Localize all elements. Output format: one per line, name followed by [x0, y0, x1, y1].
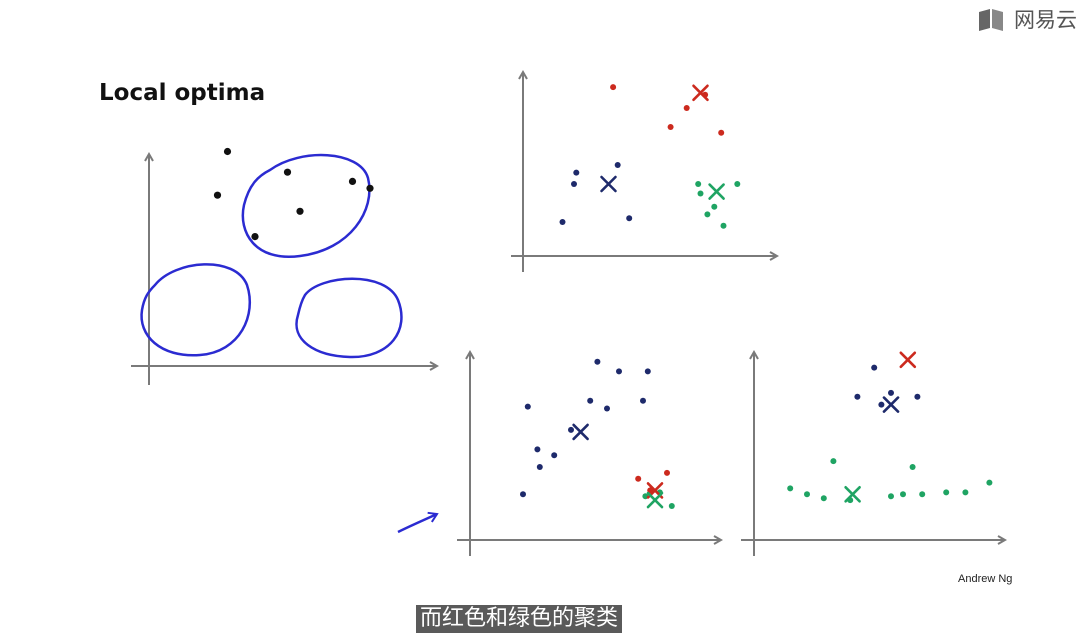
black-data-point	[251, 233, 259, 241]
green-centroid-marker	[708, 183, 725, 200]
black-data-point	[348, 177, 357, 185]
blue-data-point	[536, 464, 543, 470]
red-data-point	[635, 475, 642, 482]
plot-kmeans-result-good	[511, 72, 777, 272]
blue-centroid-marker	[882, 396, 900, 413]
blue-data-point	[871, 364, 878, 371]
green-data-point	[900, 491, 906, 498]
green-data-point	[695, 181, 702, 187]
watermark: 网易云	[976, 4, 1077, 34]
green-data-point	[697, 190, 704, 197]
arrow-annotation-icon	[397, 511, 439, 534]
green-data-point	[986, 479, 993, 486]
author-credit: Andrew Ng	[958, 573, 1013, 585]
green-data-point	[909, 464, 916, 470]
black-data-point	[213, 191, 222, 199]
green-data-point	[704, 211, 711, 218]
green-data-point	[919, 491, 926, 498]
blue-data-point	[640, 397, 646, 404]
green-centroid-marker	[646, 491, 664, 509]
watermark-logo-icon	[979, 9, 1003, 31]
plot-local-optima	[131, 147, 437, 385]
red-data-point	[610, 84, 617, 91]
slide-title: Local optima	[99, 80, 266, 106]
green-data-point	[820, 495, 827, 502]
red-data-point	[667, 124, 674, 130]
blue-centroid-marker	[572, 423, 589, 441]
blue-data-point	[573, 169, 580, 176]
green-data-point	[888, 493, 894, 500]
diagram-canvas	[131, 0, 1080, 556]
red-centroid-marker	[692, 84, 709, 102]
video-subtitle: 而红色和绿色的聚类	[416, 605, 623, 633]
blue-data-point	[559, 219, 566, 225]
green-data-point	[943, 489, 950, 496]
cluster-circle	[140, 263, 252, 357]
blue-data-point	[571, 181, 577, 187]
black-data-point	[223, 147, 232, 156]
watermark-text: 网易云	[1014, 8, 1077, 32]
blue-data-point	[614, 162, 621, 168]
green-data-point	[734, 181, 741, 187]
plot-kmeans-result-bad-1	[457, 352, 721, 556]
blue-data-point	[616, 368, 622, 375]
black-data-point	[283, 168, 292, 176]
green-data-point	[711, 203, 718, 210]
green-data-point	[962, 489, 969, 496]
red-centroid-marker	[899, 351, 917, 369]
black-data-point	[366, 184, 374, 192]
blue-data-point	[604, 405, 610, 412]
blue-data-point	[568, 426, 574, 433]
green-data-point	[830, 458, 837, 465]
red-data-point	[683, 105, 690, 111]
blue-data-point	[626, 215, 633, 222]
plot-kmeans-result-bad-2	[741, 352, 1005, 556]
blue-data-point	[551, 452, 558, 459]
red-data-point	[718, 129, 725, 136]
cluster-circle	[295, 277, 403, 359]
blue-data-point	[594, 358, 601, 365]
green-data-point	[787, 485, 794, 492]
green-data-point	[720, 222, 727, 229]
blue-data-point	[524, 403, 531, 410]
green-centroid-marker	[844, 485, 861, 503]
blue-data-point	[587, 397, 594, 404]
blue-data-point	[644, 368, 651, 375]
blue-data-point	[878, 401, 885, 408]
blue-data-point	[888, 389, 894, 396]
black-data-point	[296, 207, 304, 215]
blue-centroid-marker	[600, 175, 617, 193]
blue-data-point	[914, 393, 921, 400]
red-data-point	[664, 469, 670, 476]
blue-data-point	[520, 491, 526, 498]
green-data-point	[668, 503, 675, 509]
blue-data-point	[854, 393, 861, 400]
blue-data-point	[534, 446, 541, 453]
cluster-circle	[241, 153, 371, 259]
green-data-point	[804, 491, 810, 498]
